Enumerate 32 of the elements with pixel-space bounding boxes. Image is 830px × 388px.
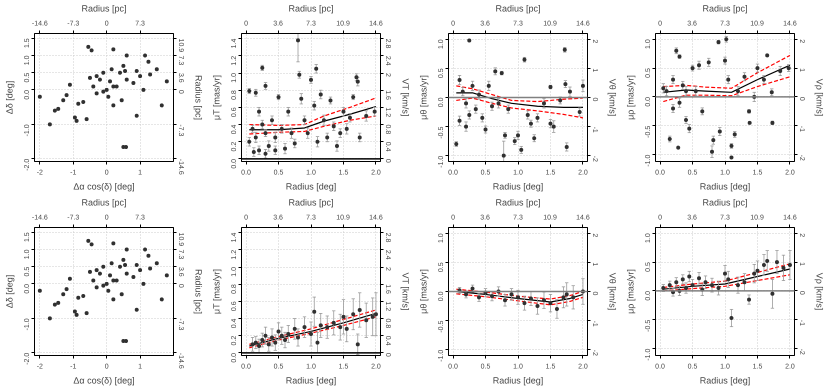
x-axis-title: Δα cos(δ) [deg] — [73, 376, 135, 386]
x-axis-title: Radius [deg] — [286, 376, 336, 386]
y2-axis-title: Vθ [km/s] — [608, 272, 618, 310]
x-axis-title: Radius [deg] — [700, 182, 750, 192]
x2-axis-title: Radius [pc] — [495, 4, 541, 14]
x-axis-title: Radius [deg] — [492, 376, 544, 386]
y-axis-title: μT [mas/yr] — [212, 269, 222, 314]
x2-axis-title: Radius [pc] — [702, 4, 748, 14]
y2-axis-title: Radius [pc] — [194, 74, 204, 120]
x2-axis-title: Radius [pc] — [288, 198, 334, 208]
x2-axis-title: Radius [pc] — [702, 198, 748, 208]
x-axis-title: Radius [deg] — [492, 182, 544, 192]
y-axis-title: μT [mas/yr] — [212, 75, 222, 120]
x-axis-title: Δα cos(δ) [deg] — [73, 182, 135, 192]
y-axis-title: μθ [mas/yr] — [418, 269, 428, 314]
x2-axis-title: Radius [pc] — [288, 4, 334, 14]
y-axis-title: μρ [mas/yr] — [626, 269, 636, 314]
x-axis-title: Radius [deg] — [700, 376, 750, 386]
y2-axis-title: Radius [pc] — [194, 268, 204, 314]
y-axis-title: μρ [mas/yr] — [626, 75, 636, 120]
y2-axis-title: VT [km/s] — [400, 78, 410, 116]
y2-axis-title: VT [km/s] — [400, 272, 410, 310]
y2-axis-title: Vρ [km/s] — [814, 78, 824, 116]
x2-axis-title: Radius [pc] — [81, 198, 127, 208]
y-axis-title: Δδ [deg] — [4, 80, 14, 114]
y-axis-title: μθ [mas/yr] — [418, 75, 428, 120]
y2-axis-title: Vρ [km/s] — [814, 272, 824, 310]
x-axis-title: Radius [deg] — [286, 182, 336, 192]
x2-axis-title: Radius [pc] — [495, 198, 541, 208]
y-axis-title: Δδ [deg] — [4, 274, 14, 308]
x2-axis-title: Radius [pc] — [81, 4, 127, 14]
y2-axis-title: Vθ [km/s] — [608, 78, 618, 116]
